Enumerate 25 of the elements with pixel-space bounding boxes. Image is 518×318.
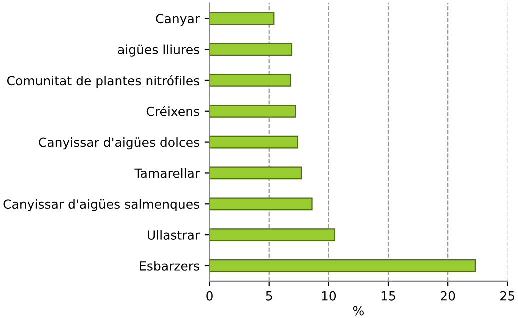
y-tick-label: Canyissar d'aigües salmenques: [4, 199, 200, 212]
bar: [210, 136, 299, 149]
x-tick-label: 10: [322, 291, 336, 301]
x-tick-label: 15: [382, 292, 396, 301]
bar: [210, 260, 476, 272]
y-tick-label: Canyar: [156, 14, 200, 26]
bar: [210, 228, 336, 242]
y-tick-label: Canyissar d'aigües dolces: [39, 138, 200, 150]
y-tick-label: aigües lliures: [118, 44, 200, 57]
x-tick-label: 0: [206, 291, 213, 301]
bar: [210, 74, 292, 87]
x-tick-label: 20: [441, 291, 456, 301]
y-tick-label: Tamarellar: [134, 168, 200, 178]
bar: [210, 166, 302, 180]
y-tick-label: Esbarzers: [140, 261, 200, 271]
bar: [210, 12, 275, 26]
y-tick-label: Comunitat de plantes nitrófiles: [7, 75, 200, 88]
bar: [210, 104, 296, 118]
x-tick-label: 5: [266, 292, 272, 301]
x-tick-label: 25: [500, 291, 514, 301]
bar: [210, 198, 313, 211]
x-axis-title: %: [353, 306, 364, 316]
y-tick-label: Ullastrar: [148, 230, 200, 240]
y-tick-label: Créixens: [146, 106, 200, 116]
bar: [210, 43, 293, 56]
